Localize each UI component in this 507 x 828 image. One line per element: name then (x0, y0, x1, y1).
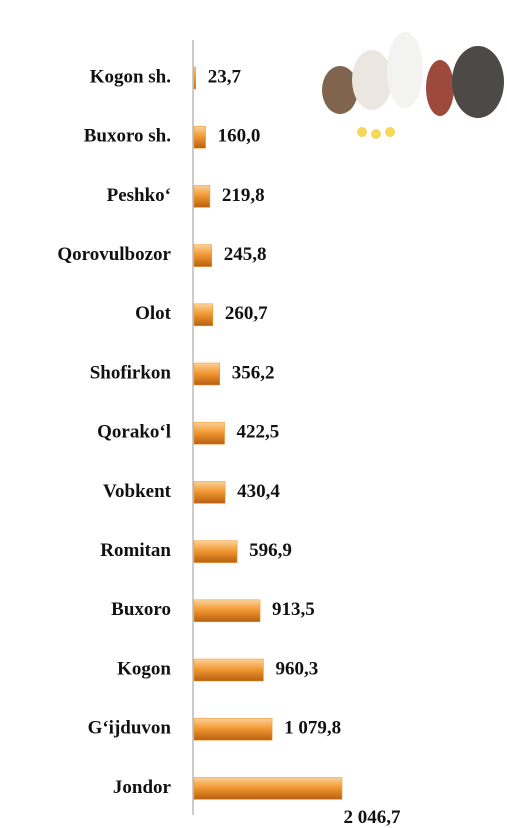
category-label: Buxoro (111, 599, 171, 620)
value-label: 356,2 (232, 362, 275, 383)
bar (193, 125, 206, 149)
bar (193, 421, 225, 445)
category-label: Jondor (113, 777, 172, 798)
category-label: Vobkent (103, 481, 172, 502)
birds-illustration (322, 32, 504, 139)
category-label: Qorovulbozor (57, 244, 171, 265)
value-label: 1 079,8 (284, 718, 341, 739)
value-label: 430,4 (237, 481, 280, 502)
value-label: 596,9 (249, 540, 292, 561)
category-label: Olot (135, 303, 172, 324)
bar (193, 777, 343, 800)
bar (193, 362, 221, 386)
category-label: Buxoro sh. (84, 126, 171, 147)
bar (193, 185, 211, 208)
category-label: Qorako‘l (97, 422, 171, 443)
value-label: 219,8 (222, 185, 265, 206)
bar (193, 66, 196, 90)
value-label: 2 046,7 (344, 807, 402, 828)
bar (193, 481, 226, 504)
bar (193, 303, 214, 327)
value-label: 245,8 (224, 244, 267, 265)
category-label: Peshko‘ (107, 185, 171, 206)
category-label: Romitan (100, 540, 171, 561)
category-label: Kogon (117, 658, 171, 679)
value-label: 23,7 (208, 66, 242, 87)
value-label: 913,5 (272, 599, 315, 620)
bar (193, 540, 238, 563)
category-label: G‘ijduvon (88, 718, 172, 739)
value-label: 960,3 (275, 658, 318, 679)
value-label: 422,5 (237, 422, 280, 443)
category-label: Shofirkon (90, 362, 172, 383)
bar (193, 244, 213, 267)
bar (193, 599, 261, 623)
bar (193, 658, 264, 682)
value-label: 260,7 (225, 303, 268, 324)
category-label: Kogon sh. (90, 66, 171, 87)
bar (193, 717, 273, 741)
value-label: 160,0 (218, 126, 261, 147)
